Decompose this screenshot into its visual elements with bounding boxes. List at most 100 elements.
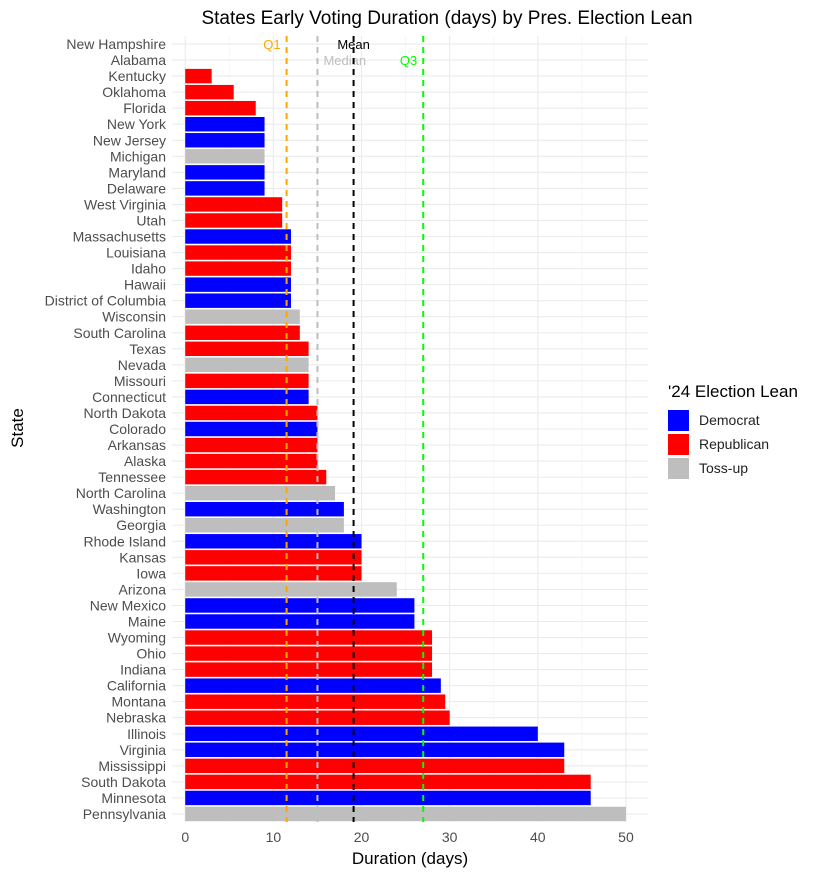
y-tick-label: Missouri — [114, 373, 166, 389]
bar-missouri — [185, 373, 309, 389]
y-tick-label: Utah — [136, 212, 166, 228]
bar-rhode-island — [185, 534, 362, 549]
bar-nebraska — [185, 710, 450, 725]
x-tick-label: 0 — [181, 829, 189, 845]
legend-key-democrat — [668, 409, 689, 431]
y-tick-label: Arkansas — [108, 437, 166, 453]
y-tick-label: Texas — [129, 341, 166, 357]
bar-idaho — [185, 261, 291, 276]
y-tick-label: Idaho — [131, 261, 166, 277]
x-tick-label: 40 — [530, 829, 546, 845]
bar-north-dakota — [185, 405, 318, 421]
x-tick-label: 20 — [354, 829, 370, 845]
bar-pennsylvania — [185, 806, 626, 822]
bar-michigan — [185, 149, 265, 164]
bar-iowa — [185, 566, 362, 581]
y-tick-label: West Virginia — [84, 196, 166, 212]
bar-montana — [185, 694, 446, 709]
bar-georgia — [185, 518, 344, 533]
y-tick-label: Washington — [93, 501, 166, 517]
y-tick-label: Oklahoma — [102, 84, 166, 100]
bar-minnesota — [185, 790, 591, 806]
y-tick-label: New Hampshire — [66, 36, 166, 52]
y-tick-label: Nevada — [118, 357, 166, 373]
y-tick-label: Tennessee — [98, 469, 166, 485]
legend-title: '24 Election Lean — [668, 382, 798, 401]
bar-wyoming — [185, 630, 433, 645]
y-tick-label: Arizona — [119, 581, 167, 597]
y-tick-label: Alabama — [111, 52, 166, 68]
y-tick-label: Minnesota — [101, 790, 166, 806]
x-tick-label: 50 — [618, 829, 634, 845]
bar-delaware — [185, 181, 265, 196]
bar-oklahoma — [185, 84, 234, 100]
bar-arizona — [185, 582, 397, 597]
bar-district-of-columbia — [185, 293, 291, 308]
y-tick-label: South Dakota — [81, 774, 166, 790]
legend: '24 Election Lean Democrat Republican To… — [668, 382, 798, 480]
bar-hawaii — [185, 277, 291, 292]
y-tick-label: New Mexico — [90, 597, 166, 613]
bar-utah — [185, 213, 283, 228]
y-tick-labels: New HampshireAlabamaKentuckyOklahomaFlor… — [45, 36, 167, 822]
bar-arkansas — [185, 437, 318, 453]
bar-louisiana — [185, 245, 291, 260]
y-tick-label: New York — [107, 116, 167, 132]
bar-south-carolina — [185, 325, 300, 340]
y-tick-label: Virginia — [120, 742, 167, 758]
bar-north-carolina — [185, 485, 336, 501]
bar-illinois — [185, 726, 538, 741]
y-tick-label: Louisiana — [106, 245, 166, 261]
y-tick-label: Alaska — [124, 453, 166, 469]
bar-virginia — [185, 742, 565, 758]
y-tick-label: North Dakota — [84, 405, 167, 421]
legend-item-democrat: Democrat — [668, 408, 798, 432]
y-tick-label: Massachusetts — [73, 229, 166, 245]
bar-new-jersey — [185, 133, 265, 148]
bar-new-york — [185, 117, 265, 132]
y-tick-label: Rhode Island — [83, 533, 166, 549]
bar-indiana — [185, 662, 433, 677]
y-tick-label: Illinois — [127, 726, 166, 742]
bar-texas — [185, 341, 309, 357]
bar-california — [185, 678, 441, 693]
y-tick-label: New Jersey — [93, 132, 166, 148]
y-tick-label: Wisconsin — [102, 309, 166, 325]
bar-ohio — [185, 646, 433, 661]
bar-kansas — [185, 550, 362, 565]
bar-nevada — [185, 357, 309, 373]
y-axis-title: State — [8, 408, 27, 448]
bar-maine — [185, 614, 415, 629]
bar-tennessee — [185, 469, 327, 485]
reference-label-q3: Q3 — [400, 53, 417, 68]
chart-title: States Early Voting Duration (days) by P… — [201, 8, 692, 29]
x-tick-labels: 0 10 20 30 40 50 — [181, 829, 634, 845]
y-tick-label: Georgia — [116, 517, 166, 533]
bar-florida — [185, 100, 256, 116]
y-tick-label: Connecticut — [92, 389, 166, 405]
y-tick-label: Mississippi — [98, 758, 166, 774]
legend-label-republican: Republican — [699, 436, 770, 452]
y-tick-label: Hawaii — [124, 277, 166, 293]
legend-label-democrat: Democrat — [699, 412, 760, 428]
y-tick-label: California — [107, 678, 166, 694]
y-tick-label: Michigan — [110, 148, 166, 164]
x-axis-title: Duration (days) — [352, 849, 468, 868]
bar-maryland — [185, 165, 265, 180]
bar-alaska — [185, 453, 318, 469]
bar-connecticut — [185, 389, 309, 405]
y-tick-label: Pennsylvania — [83, 806, 166, 822]
y-tick-label: Maryland — [108, 164, 166, 180]
legend-item-toss-up: Toss-up — [668, 456, 798, 480]
y-tick-label: Delaware — [107, 180, 166, 196]
y-tick-label: Colorado — [109, 421, 166, 437]
x-tick-label: 10 — [266, 829, 282, 845]
bar-kentucky — [185, 68, 212, 84]
bar-west-virginia — [185, 197, 283, 212]
y-tick-label: Iowa — [136, 565, 166, 581]
bar-south-dakota — [185, 774, 591, 790]
y-tick-label: Wyoming — [108, 630, 166, 646]
y-tick-label: Kansas — [119, 549, 166, 565]
